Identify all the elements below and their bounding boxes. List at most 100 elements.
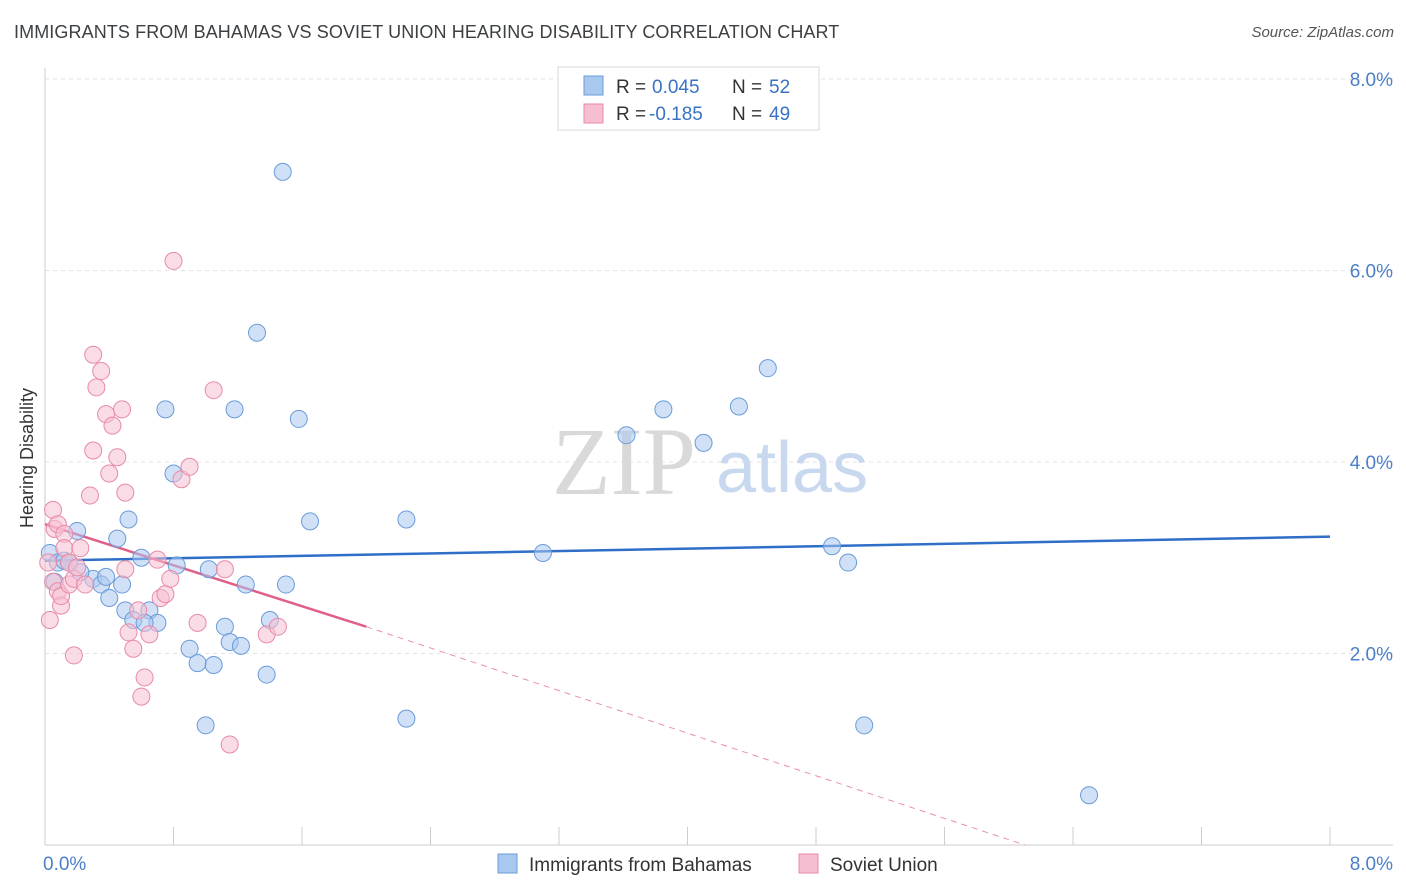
point-soviet-28 — [116, 560, 135, 579]
chart-title: IMMIGRANTS FROM BAHAMAS VS SOVIET UNION … — [14, 22, 840, 42]
point-soviet-48 — [64, 646, 83, 665]
data-points — [39, 162, 1099, 805]
series-label-bahamas: Immigrants from Bahamas — [529, 855, 752, 876]
point-bahamas-23 — [204, 655, 223, 674]
point-soviet-26 — [113, 400, 132, 419]
point-bahamas-42 — [729, 397, 748, 416]
stats-r-label-2: R = — [616, 104, 646, 125]
stats-n-label-1: N = — [732, 77, 762, 98]
point-bahamas-19 — [180, 639, 199, 658]
point-bahamas-39 — [617, 426, 636, 445]
point-bahamas-43 — [758, 359, 777, 378]
series-legend: Immigrants from Bahamas Soviet Union — [497, 853, 938, 876]
y-tick-label-3: 8.0% — [1350, 70, 1393, 91]
point-soviet-38 — [161, 569, 180, 588]
stats-r-label-1: R = — [616, 77, 646, 98]
point-soviet-21 — [92, 362, 111, 381]
point-soviet-27 — [116, 483, 135, 502]
axes — [44, 68, 1393, 846]
point-soviet-47 — [268, 617, 287, 636]
watermark-zip: ZIP — [552, 408, 696, 515]
point-soviet-25 — [108, 448, 127, 467]
point-bahamas-27 — [231, 636, 250, 655]
point-soviet-19 — [84, 345, 103, 364]
x-tick-label-1: 8.0% — [1350, 854, 1393, 875]
point-bahamas-24 — [215, 617, 234, 636]
stats-n-value-2: 49 — [769, 104, 790, 125]
point-soviet-32 — [132, 687, 151, 706]
point-bahamas-28 — [236, 575, 255, 594]
point-soviet-15 — [71, 539, 90, 558]
point-bahamas-47 — [1080, 786, 1099, 805]
point-soviet-17 — [80, 486, 99, 505]
point-bahamas-38 — [533, 543, 552, 562]
point-bahamas-9 — [108, 529, 127, 548]
point-bahamas-35 — [301, 512, 320, 531]
chart-source: Source: ZipAtlas.com — [1251, 24, 1394, 41]
stats-swatch-blue — [583, 75, 604, 96]
point-soviet-14 — [68, 558, 87, 577]
point-bahamas-16 — [156, 400, 175, 419]
point-soviet-20 — [87, 378, 106, 397]
point-bahamas-46 — [855, 716, 874, 735]
stats-n-label-2: N = — [732, 104, 762, 125]
trend-line-soviet-extension — [366, 626, 1025, 846]
point-bahamas-13 — [132, 548, 151, 567]
point-bahamas-40 — [654, 400, 673, 419]
point-bahamas-20 — [188, 654, 207, 673]
point-bahamas-37 — [397, 510, 416, 529]
point-soviet-33 — [135, 668, 154, 687]
point-bahamas-30 — [257, 665, 276, 684]
point-bahamas-26 — [225, 400, 244, 419]
point-soviet-31 — [129, 601, 148, 620]
y-tick-label-1: 4.0% — [1350, 453, 1393, 474]
stats-r-value-2: -0.185 — [649, 104, 703, 125]
point-soviet-43 — [204, 381, 223, 400]
y-axis-label: Hearing Disability — [17, 388, 37, 528]
point-soviet-24 — [103, 416, 122, 435]
point-soviet-18 — [84, 441, 103, 460]
series-swatch-soviet — [798, 853, 819, 874]
point-bahamas-34 — [289, 409, 308, 428]
point-soviet-45 — [220, 735, 239, 754]
point-bahamas-32 — [273, 162, 292, 181]
stats-legend: R = 0.045 N = 52 R = -0.185 N = 49 — [557, 66, 820, 131]
series-label-soviet: Soviet Union — [830, 855, 938, 876]
point-bahamas-29 — [248, 323, 267, 342]
point-soviet-44 — [215, 560, 234, 579]
x-tick-labels: 0.0% 8.0% — [43, 854, 1393, 875]
stats-swatch-pink — [583, 103, 604, 124]
point-soviet-0 — [39, 553, 58, 572]
trend-lines — [44, 523, 1331, 846]
point-bahamas-21 — [196, 716, 215, 735]
y-tick-label-0: 2.0% — [1350, 645, 1393, 666]
point-bahamas-8 — [100, 588, 119, 607]
y-tick-labels: 2.0% 4.0% 6.0% 8.0% — [1350, 70, 1393, 666]
point-soviet-34 — [140, 625, 159, 644]
point-bahamas-11 — [113, 575, 132, 594]
series-swatch-bahamas — [497, 853, 518, 874]
point-soviet-30 — [124, 639, 143, 658]
point-soviet-29 — [119, 623, 138, 642]
point-bahamas-41 — [694, 433, 713, 452]
stats-n-value-1: 52 — [769, 77, 790, 98]
y-tick-label-2: 6.0% — [1350, 262, 1393, 283]
trend-line-bahamas — [44, 535, 1331, 562]
point-bahamas-22 — [199, 560, 218, 579]
point-bahamas-36 — [397, 709, 416, 728]
watermark-atlas: atlas — [716, 428, 868, 508]
gridlines — [45, 78, 1393, 654]
point-soviet-41 — [180, 457, 199, 476]
point-bahamas-33 — [276, 575, 295, 594]
point-bahamas-12 — [119, 510, 138, 529]
point-bahamas-44 — [823, 537, 842, 556]
point-soviet-42 — [188, 613, 207, 632]
stats-r-value-1: 0.045 — [652, 77, 700, 98]
point-bahamas-45 — [839, 553, 858, 572]
x-tick-label-0: 0.0% — [43, 854, 86, 875]
point-soviet-39 — [164, 251, 183, 270]
point-soviet-1 — [40, 610, 59, 629]
point-soviet-35 — [148, 550, 167, 569]
watermark: ZIP atlas — [552, 408, 868, 515]
